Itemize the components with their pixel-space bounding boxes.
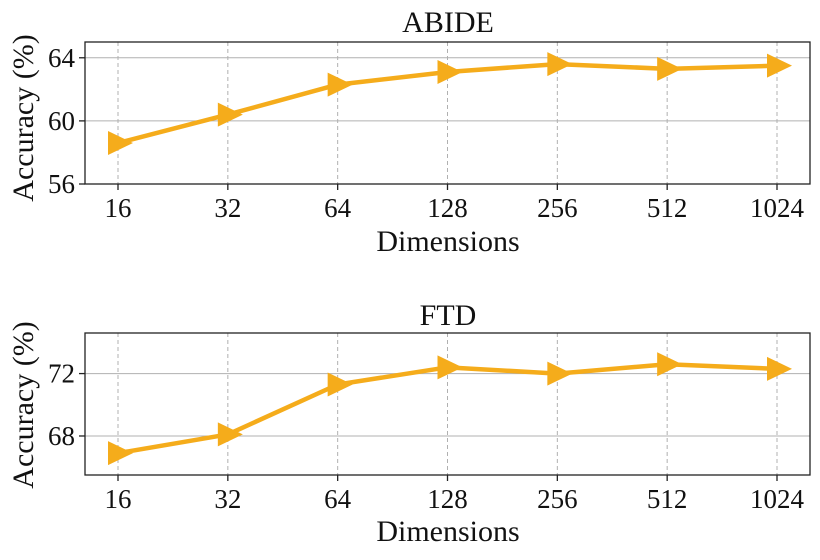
x-tick-label: 16: [105, 193, 132, 223]
data-point-marker: [327, 372, 353, 397]
x-tick-label: 64: [324, 484, 352, 514]
x-tick-label: 64: [324, 193, 352, 223]
y-axis-label: Accuracy (%): [7, 321, 40, 488]
data-point-marker: [657, 352, 683, 377]
x-tick-label: 128: [427, 484, 468, 514]
x-tick-label: 16: [105, 484, 132, 514]
x-axis-label: Dimensions: [376, 225, 519, 258]
x-tick-label: 32: [214, 193, 241, 223]
y-axis-label: Accuracy (%): [7, 34, 40, 201]
ftd-chart: FTD Accuracy (%) Dimensions 68 72 16 32 64 12…: [7, 299, 811, 548]
plot-frame: [84, 332, 811, 476]
x-tick-label: 128: [427, 193, 468, 223]
y-tick-label: 56: [48, 169, 75, 199]
y-tick-label: 64: [48, 43, 76, 73]
y-tick-label: 60: [48, 106, 75, 136]
data-point-marker: [547, 361, 573, 386]
data-point-marker: [767, 356, 792, 381]
data-point-marker: [657, 56, 683, 81]
data-point-marker: [327, 72, 353, 97]
y-tick-label: 72: [48, 359, 75, 389]
x-axis-label: Dimensions: [376, 515, 519, 548]
x-tick-label: 256: [537, 193, 578, 223]
abide-chart: ABIDE Accuracy (%) Dimensions 56 60 64 16 32…: [7, 6, 811, 258]
chart-title: ABIDE: [402, 6, 494, 39]
plot-frame: [84, 41, 811, 185]
data-point-marker: [437, 355, 463, 380]
x-tick-label: 1024: [750, 484, 805, 514]
x-tick-label: 1024: [750, 193, 805, 223]
data-point-marker: [547, 52, 573, 77]
data-point-marker: [108, 130, 133, 155]
x-tick-label: 32: [214, 484, 241, 514]
data-point-marker: [767, 53, 792, 78]
x-tick-label: 256: [537, 484, 578, 514]
x-tick-label: 512: [647, 193, 688, 223]
chart-title: FTD: [420, 299, 477, 332]
data-point-marker: [437, 59, 463, 84]
data-point-marker: [217, 102, 243, 127]
y-tick-label: 68: [48, 421, 75, 451]
data-point-marker: [217, 422, 243, 447]
data-point-marker: [108, 441, 133, 466]
x-tick-label: 512: [647, 484, 688, 514]
